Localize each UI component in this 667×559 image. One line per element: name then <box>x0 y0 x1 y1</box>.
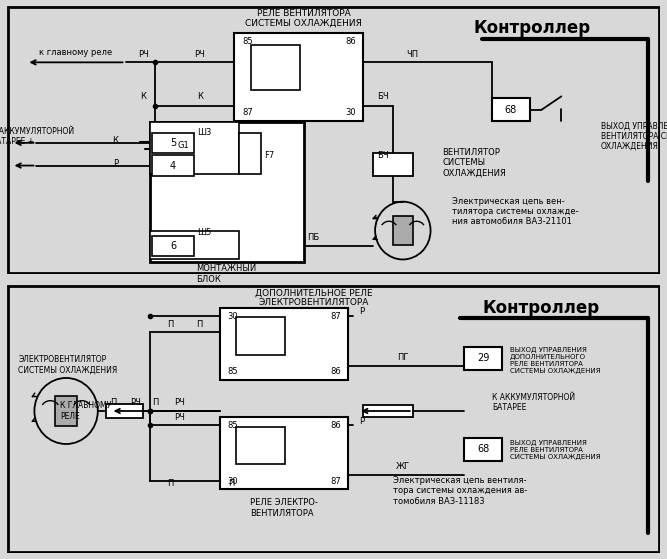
Bar <box>152 236 194 257</box>
Text: 5: 5 <box>170 138 176 148</box>
Text: СИСТЕМЫ ОХЛАЖДЕНИЯ: СИСТЕМЫ ОХЛАЖДЕНИЯ <box>245 18 362 27</box>
Text: ВЫХОД УПРАВЛЕНИЯ
РЕЛЕ ВЕНТИЛЯТОРА
СИСТЕМЫ ОХЛАЖДЕНИЯ: ВЫХОД УПРАВЛЕНИЯ РЕЛЕ ВЕНТИЛЯТОРА СИСТЕМ… <box>510 440 600 460</box>
Text: БЧ: БЧ <box>378 151 389 160</box>
Text: П: П <box>228 479 235 488</box>
Text: П: П <box>111 398 117 408</box>
Text: 30: 30 <box>227 477 238 486</box>
Text: МОНТАЖНЫЙ
БЛОК: МОНТАЖНЫЙ БЛОК <box>196 264 257 283</box>
Text: 85: 85 <box>242 37 253 46</box>
Text: Ш3: Ш3 <box>197 128 212 137</box>
Text: 30: 30 <box>227 311 238 320</box>
Text: к главному реле: к главному реле <box>39 48 113 56</box>
Bar <box>373 153 413 176</box>
Bar <box>364 405 413 417</box>
Text: Контроллер: Контроллер <box>483 299 600 317</box>
Bar <box>236 317 285 355</box>
Bar <box>393 216 413 245</box>
Text: Контроллер: Контроллер <box>473 20 590 37</box>
Text: G1: G1 <box>177 141 189 150</box>
Text: К ГЛАВНОМУ
РЕЛЕ: К ГЛАВНОМУ РЕЛЕ <box>60 401 111 421</box>
Text: К: К <box>113 136 119 145</box>
Text: РЕЛЕ ЭЛЕКТРО-
ВЕНТИЛЯТОРА: РЕЛЕ ЭЛЕКТРО- ВЕНТИЛЯТОРА <box>250 498 318 518</box>
Text: ПГ: ПГ <box>397 353 409 362</box>
Text: ВЫХОД УПРАВЛЕНИЯ РЕЛЕ
ВЕНТИЛЯТОРА СИСТЕМЫ
ОХЛАЖДЕНИЯ: ВЫХОД УПРАВЛЕНИЯ РЕЛЕ ВЕНТИЛЯТОРА СИСТЕМ… <box>601 121 667 151</box>
Text: П: П <box>167 320 173 329</box>
Bar <box>219 417 348 490</box>
Bar <box>251 45 300 91</box>
Text: Р: Р <box>359 417 364 426</box>
Text: 68: 68 <box>505 105 517 115</box>
Text: П: П <box>167 479 173 488</box>
Text: ЭЛЕКТРОВЕНТИЛЯТОРА: ЭЛЕКТРОВЕНТИЛЯТОРА <box>259 298 369 307</box>
Bar <box>105 404 143 418</box>
Text: РЕЛЕ ВЕНТИЛЯТОРА: РЕЛЕ ВЕНТИЛЯТОРА <box>257 10 351 18</box>
Text: 85: 85 <box>227 421 238 430</box>
Bar <box>150 122 303 262</box>
Text: К АККУМУЛЯТОРНОЙ
БАТАРЕЕ: К АККУМУЛЯТОРНОЙ БАТАРЕЕ <box>492 393 575 413</box>
Text: РЧ: РЧ <box>194 50 205 59</box>
Text: БЧ: БЧ <box>378 92 389 101</box>
Text: К: К <box>140 92 146 101</box>
Text: Электрическая цепь вен-
тилятора системы охлажде-
ния автомобиля ВАЗ-21101: Электрическая цепь вен- тилятора системы… <box>452 197 579 226</box>
Bar <box>239 132 261 174</box>
Bar <box>150 122 239 174</box>
Text: Электрическая цепь вентиля-
тора системы охлаждения ав-
томобиля ВАЗ-11183: Электрическая цепь вентиля- тора системы… <box>393 476 528 506</box>
Text: 30: 30 <box>345 108 356 117</box>
Text: ПБ: ПБ <box>307 233 319 242</box>
Text: Ш5: Ш5 <box>197 228 212 237</box>
Bar <box>492 98 530 121</box>
Text: РЧ: РЧ <box>130 398 141 408</box>
Text: ДОПОЛНИТЕЛЬНОЕ РЕЛЕ: ДОПОЛНИТЕЛЬНОЕ РЕЛЕ <box>255 289 372 298</box>
Text: ВЕНТИЛЯТОР
СИСТЕМЫ
ОХЛАЖДЕНИЯ: ВЕНТИЛЯТОР СИСТЕМЫ ОХЛАЖДЕНИЯ <box>442 148 506 177</box>
Text: 29: 29 <box>477 353 489 363</box>
Text: К: К <box>197 92 203 101</box>
Text: 86: 86 <box>330 421 341 430</box>
Text: 87: 87 <box>330 477 341 486</box>
Bar <box>152 155 194 176</box>
Text: К АККУМУЛЯТОРНОЙ
БАТАРЕЕ +: К АККУМУЛЯТОРНОЙ БАТАРЕЕ + <box>0 127 74 146</box>
Text: ЭЛЕКТРОВЕНТИЛЯТОР
СИСТЕМЫ ОХЛАЖДЕНИЯ: ЭЛЕКТРОВЕНТИЛЯТОР СИСТЕМЫ ОХЛАЖДЕНИЯ <box>19 355 117 375</box>
Text: F7: F7 <box>264 151 274 160</box>
Text: Р: Р <box>359 307 364 316</box>
Text: Р: Р <box>113 159 118 168</box>
Text: РЧ: РЧ <box>175 398 185 408</box>
Bar <box>464 438 502 461</box>
Bar <box>236 427 285 464</box>
Bar <box>55 396 77 427</box>
Bar <box>152 132 194 153</box>
Text: 86: 86 <box>330 367 341 376</box>
Text: ЖГ: ЖГ <box>396 462 410 471</box>
Text: РЧ: РЧ <box>175 413 185 421</box>
Text: 85: 85 <box>227 367 238 376</box>
Text: П: П <box>197 320 203 329</box>
Bar <box>235 34 364 121</box>
Bar <box>464 347 502 369</box>
Text: П: П <box>152 398 159 408</box>
Bar <box>150 230 239 259</box>
Text: 87: 87 <box>330 311 341 320</box>
Text: ВЫХОД УПРАВЛЕНИЯ
ДОПОЛНИТЕЛЬНОГО
РЕЛЕ ВЕНТИЛЯТОРА
СИСТЕМЫ ОХЛАЖДЕНИЯ: ВЫХОД УПРАВЛЕНИЯ ДОПОЛНИТЕЛЬНОГО РЕЛЕ ВЕ… <box>510 347 600 375</box>
Text: РЧ: РЧ <box>138 50 149 59</box>
Text: 68: 68 <box>477 444 489 454</box>
Text: ЧП: ЧП <box>407 50 419 59</box>
Text: 86: 86 <box>345 37 356 46</box>
Text: 6: 6 <box>170 241 176 251</box>
Bar <box>219 308 348 380</box>
Text: 4: 4 <box>170 160 176 170</box>
Text: 87: 87 <box>242 108 253 117</box>
